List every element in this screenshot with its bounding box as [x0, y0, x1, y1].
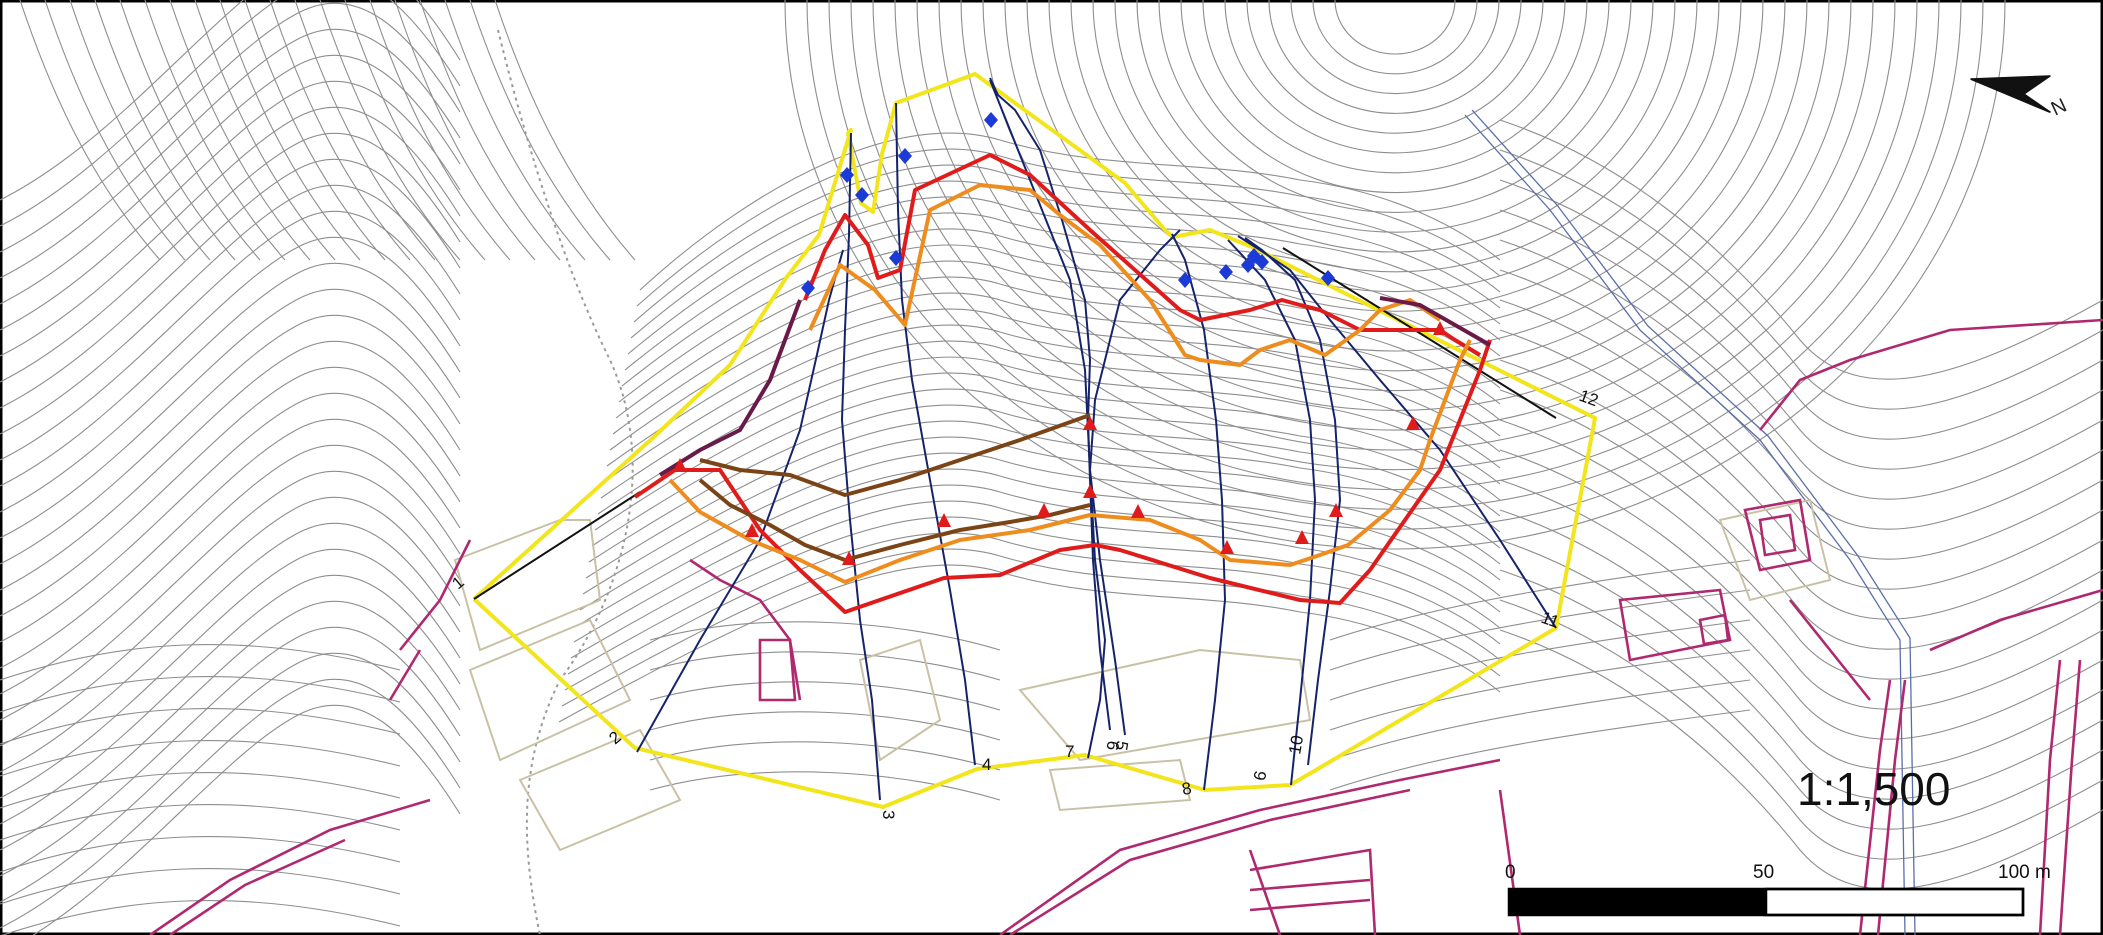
blue-diamond-marker	[1321, 270, 1335, 286]
section-label-11: 11	[1539, 608, 1562, 632]
section-label-7: 7	[1065, 742, 1074, 761]
brown-lines	[698, 413, 1091, 562]
red-triangle-marker	[1083, 416, 1097, 430]
red-markers	[673, 321, 1447, 565]
orange-lines	[668, 183, 1472, 584]
section-label-4: 4	[982, 755, 991, 774]
blue-diamond-marker	[1255, 254, 1269, 270]
blue-diamond-marker	[1178, 272, 1192, 288]
purple-segments	[658, 296, 1491, 477]
blue-diamond-marker	[889, 250, 903, 266]
section-label-8: 8	[1180, 779, 1193, 799]
scale-bar: 0 50 100 m	[1505, 862, 2051, 917]
red-triangle-marker	[1220, 540, 1234, 554]
red-triangle-marker	[842, 551, 856, 565]
scale-tick-0: 0	[1505, 862, 1516, 883]
section-label-3: 3	[879, 810, 898, 819]
blue-diamond-marker	[855, 187, 869, 203]
red-triangle-marker	[1083, 484, 1097, 498]
section-label-9: 9	[1249, 769, 1269, 782]
dotted-trail	[497, 29, 634, 935]
stream	[1464, 109, 1916, 935]
scale-ratio: 1:1,500	[1797, 763, 1950, 815]
blue-diamond-marker	[984, 112, 998, 128]
red-triangle-marker	[673, 458, 687, 472]
section-label-6: 6	[1102, 739, 1122, 752]
section-lines	[636, 77, 1557, 801]
terrace-outlines	[453, 498, 1832, 852]
red-triangle-marker	[1131, 504, 1145, 518]
roads	[149, 318, 2103, 935]
blue-diamond-marker	[801, 280, 815, 296]
blue-diamond-marker	[898, 148, 912, 164]
blue-diamond-marker	[840, 167, 854, 183]
section-label-5: 5	[1111, 739, 1131, 752]
red-triangle-marker	[1295, 530, 1309, 544]
red-triangle-marker	[745, 523, 759, 537]
red-triangle-marker	[1037, 503, 1051, 517]
red-triangle-marker	[1433, 321, 1447, 335]
red-triangle-marker	[1329, 503, 1343, 517]
red-triangle-marker	[937, 513, 951, 527]
section-labels: 1 2 3 4 5 6 7 8 9 10 11 12	[448, 386, 1601, 820]
blue-markers	[801, 112, 1335, 296]
study-area-boundary	[472, 72, 1597, 809]
scale-tick-50: 50	[1753, 862, 1774, 883]
red-triangle-marker	[1406, 416, 1420, 430]
scale-tick-100: 100 m	[1998, 862, 2051, 883]
blue-diamond-marker	[1219, 264, 1233, 280]
section-label-10: 10	[1285, 734, 1307, 756]
